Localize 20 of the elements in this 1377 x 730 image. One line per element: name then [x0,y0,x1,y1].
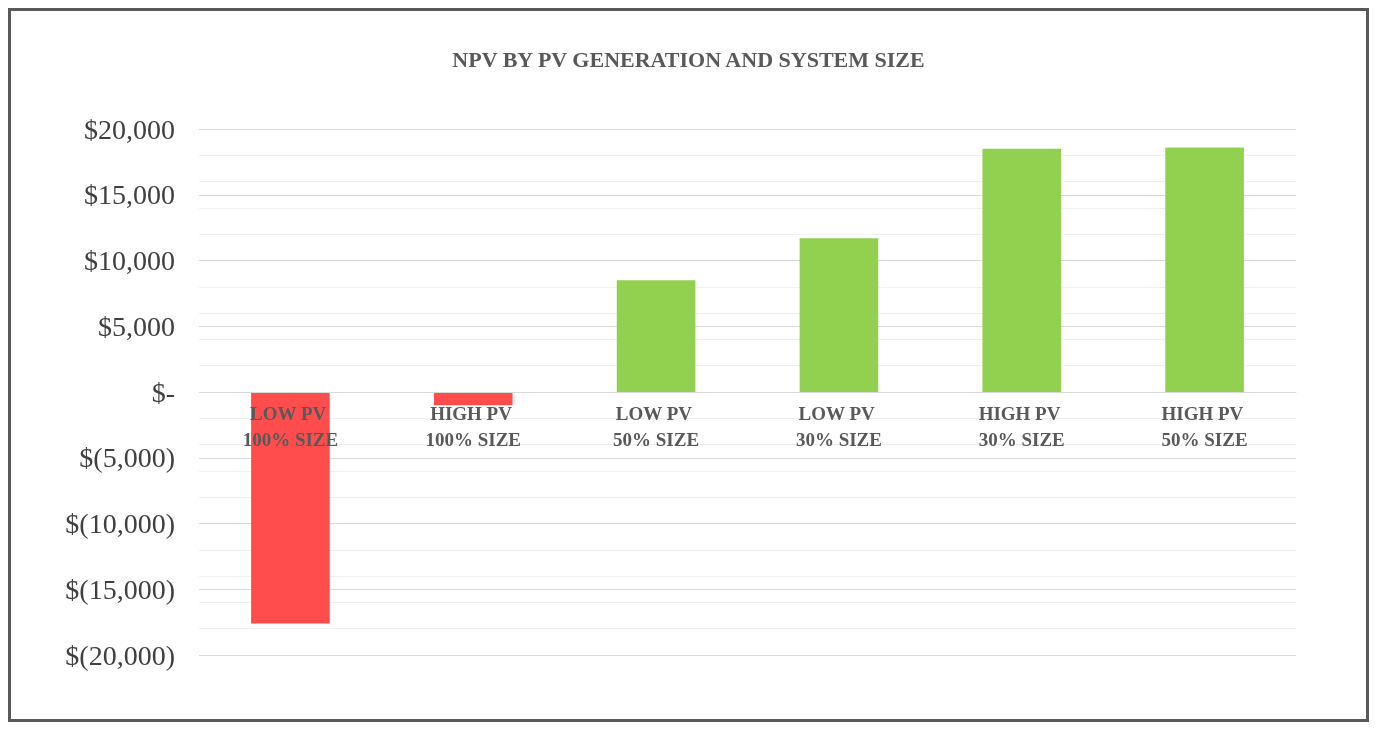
x-tick-label: HIGH PV 100% SIZE [425,402,522,450]
y-tick-label: $10,000 [84,245,175,276]
y-tick-label: $5,000 [98,310,175,342]
y-tick-label: $(20,000) [65,639,175,671]
x-tick-label: HIGH PV 30% SIZE [978,402,1065,450]
chart-title: NPV BY PV GENERATION AND SYSTEM SIZE [452,46,925,72]
y-tick-label: $15,000 [84,179,175,211]
y-tick-label: $(5,000) [79,442,175,474]
bar [982,148,1062,392]
bar [616,280,696,392]
x-tick-label: HIGH PV 50% SIZE [1161,402,1248,450]
bar [433,392,513,406]
x-tick-label: LOW PV 30% SIZE [795,402,882,450]
y-tick-label: $20,000 [84,113,175,145]
y-tick-label: $(10,000) [65,508,175,539]
x-tick-label: LOW PV 50% SIZE [613,402,700,450]
bar [799,238,879,392]
bar [1165,147,1244,392]
y-tick-label: $(15,000) [65,573,175,605]
y-tick-label: $- [151,376,175,408]
